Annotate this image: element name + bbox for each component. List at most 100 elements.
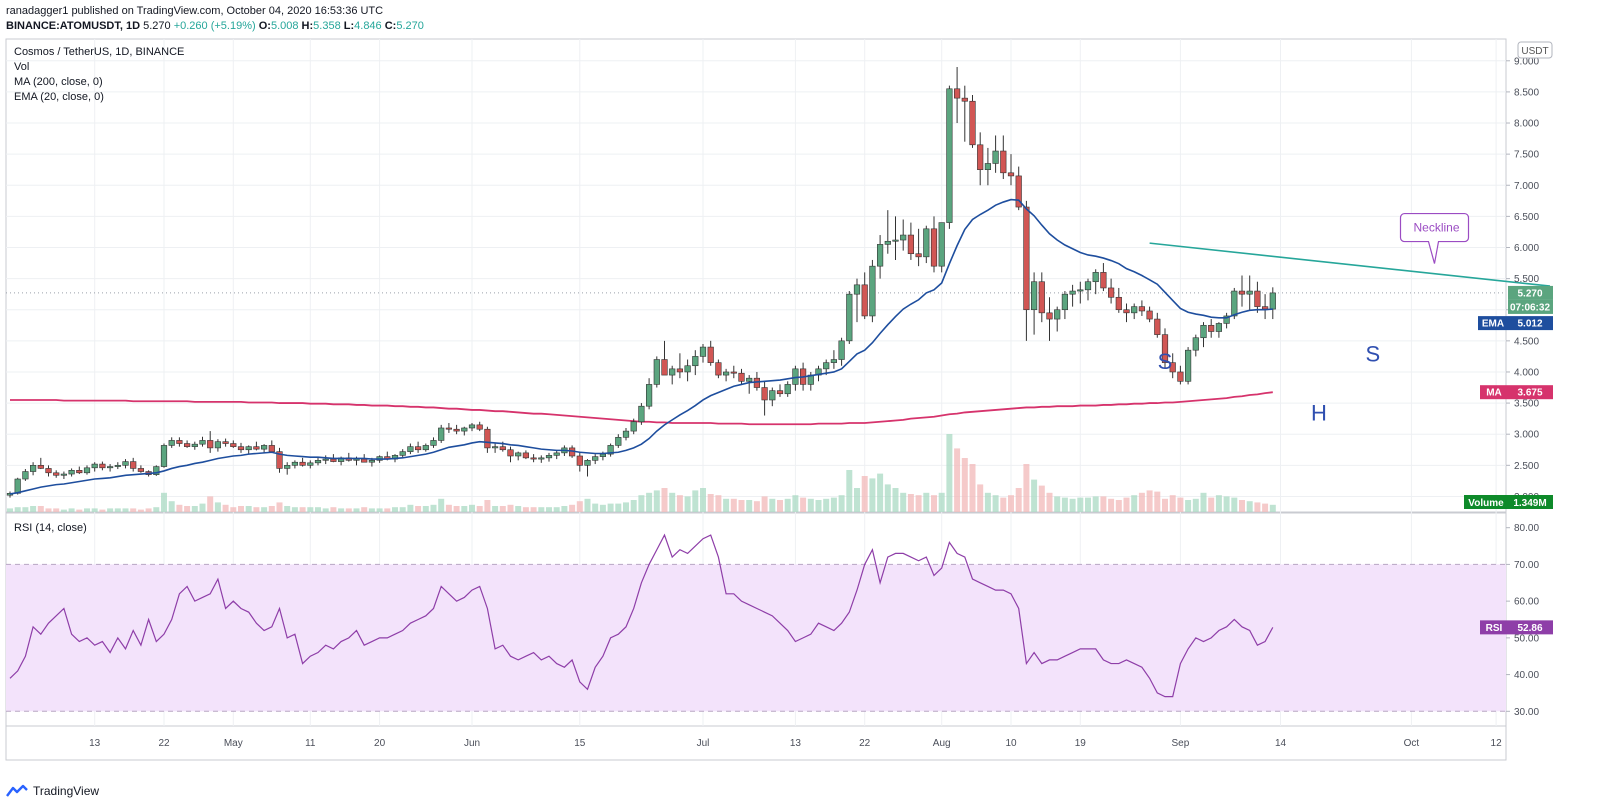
candle-body	[545, 455, 553, 459]
volume-bar	[1254, 502, 1261, 512]
time-tick-label: 15	[574, 738, 586, 749]
candle	[1200, 322, 1207, 348]
volume-bar	[707, 494, 714, 512]
candle	[407, 443, 414, 455]
time-axis[interactable]	[5, 725, 1507, 761]
candle-body	[22, 471, 29, 480]
price-tick-label: 3.500	[1514, 399, 1539, 410]
candle-body	[1192, 337, 1199, 351]
candle	[430, 437, 437, 448]
rsi-band	[6, 564, 1506, 712]
candle	[1154, 312, 1161, 338]
volume-bar	[1177, 497, 1184, 512]
candle-body	[1023, 206, 1030, 311]
candle-body	[222, 441, 229, 444]
volume-bar	[522, 507, 529, 512]
candle-body	[160, 445, 168, 467]
candle-body	[284, 465, 291, 469]
candle	[1208, 319, 1215, 338]
candle	[1131, 303, 1138, 320]
candle-body	[68, 470, 75, 475]
rsi-badge-value: 52.86	[1517, 623, 1542, 634]
volume-bar	[145, 508, 152, 512]
price-scale-badges: 5.270 07:06:32 EMA 5.012 MA 3.675 Volume…	[1464, 285, 1553, 635]
volume-bar	[792, 495, 799, 512]
candle-body	[137, 468, 145, 472]
candle	[422, 443, 429, 452]
candle	[645, 378, 653, 410]
candle-body	[692, 356, 699, 367]
price-pane[interactable]	[5, 38, 1507, 513]
volume-bar	[969, 464, 976, 512]
rsi-line	[9, 533, 1274, 698]
volume-bar	[684, 496, 691, 512]
volume-bar	[877, 473, 884, 512]
volume-bar	[469, 504, 475, 512]
volume-bar	[515, 506, 522, 512]
candle	[237, 442, 245, 453]
candle	[299, 457, 306, 467]
candle-body	[14, 478, 21, 494]
ema20-line-group	[9, 198, 1273, 495]
currency-badge[interactable]: USDT	[1517, 41, 1553, 59]
candle-body	[1161, 334, 1169, 363]
chart-area[interactable]: 2.0002.5003.0003.5004.0004.5005.0005.500…	[0, 38, 1601, 781]
volume-bars	[7, 434, 1276, 512]
ma-badge-value: 3.675	[1517, 388, 1542, 399]
candle-body	[99, 463, 106, 469]
legend-vol: Vol	[14, 61, 29, 73]
candle-body	[1046, 312, 1053, 320]
candle	[853, 278, 861, 323]
candle-body	[1015, 175, 1022, 208]
volume-bar	[1008, 495, 1014, 512]
rsi-badge-label-bg	[1480, 620, 1508, 635]
candle-body	[114, 465, 121, 467]
rsi-tick-label: 50.00	[1514, 633, 1539, 644]
legend-title: Cosmos / TetherUS, 1D, BINANCE	[14, 46, 184, 58]
candle	[276, 447, 283, 473]
candle	[992, 135, 999, 173]
candle	[1084, 278, 1092, 301]
volume-bar	[330, 507, 337, 512]
candle	[1161, 328, 1169, 369]
candle	[784, 381, 791, 397]
candle	[846, 291, 853, 344]
tradingview-footer[interactable]: TradingView	[6, 782, 99, 800]
tradingview-logo-icon	[6, 784, 28, 797]
price-tick-label: 4.000	[1514, 367, 1539, 378]
ema-badge-label: EMA	[1482, 319, 1504, 330]
candle-body	[1100, 272, 1107, 289]
candle-body	[1123, 309, 1130, 314]
volume-bar	[168, 501, 175, 512]
legend: Cosmos / TetherUS, 1D, BINANCE Vol MA (2…	[14, 46, 184, 103]
candle	[946, 85, 953, 229]
volume-bar	[368, 508, 375, 512]
candle	[76, 466, 83, 475]
time-tick-label: 22	[859, 738, 871, 749]
candle-body	[499, 446, 506, 451]
candle-body	[969, 100, 976, 146]
candle	[83, 465, 91, 475]
candle	[722, 368, 730, 382]
volume-bar	[453, 506, 460, 512]
volume-bar	[961, 458, 968, 512]
neckline-callout-label: Neckline	[1413, 221, 1459, 235]
candle-body	[738, 372, 745, 382]
candle	[900, 219, 907, 251]
candle-body	[1231, 290, 1238, 317]
candle-body	[1108, 287, 1115, 298]
volume-bar	[938, 492, 945, 512]
volume-bar	[676, 495, 683, 512]
candle-body	[869, 265, 876, 317]
candle	[545, 452, 553, 462]
volume-bar	[1185, 500, 1192, 512]
published-line: ranadagger1 published on TradingView.com…	[6, 5, 384, 17]
candle-body	[984, 163, 991, 170]
volume-bar	[261, 507, 268, 512]
volume-bar	[322, 508, 329, 512]
candle	[99, 461, 106, 471]
countdown-badge: 07:06:32	[1508, 299, 1553, 314]
candle	[438, 424, 445, 443]
volume-bar	[892, 488, 899, 512]
neckline	[1149, 242, 1551, 287]
